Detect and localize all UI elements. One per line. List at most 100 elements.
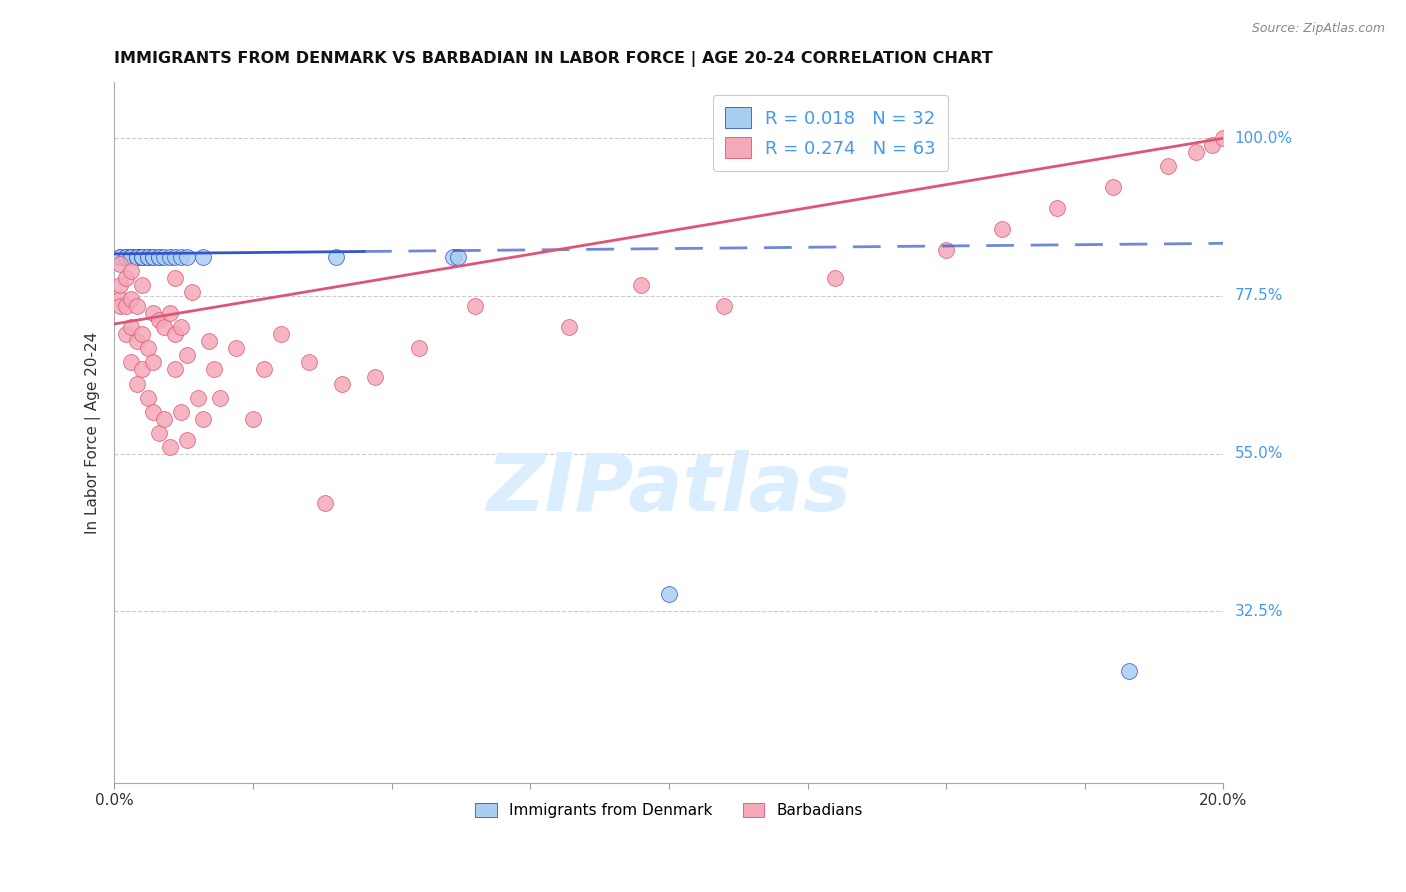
Point xyxy=(176,433,198,447)
Point xyxy=(297,355,319,369)
Y-axis label: In Labor Force | Age 20-24: In Labor Force | Age 20-24 xyxy=(86,332,101,533)
Point xyxy=(108,251,131,265)
Point xyxy=(170,404,193,418)
Point xyxy=(120,355,142,369)
Point xyxy=(1118,664,1140,678)
Point xyxy=(153,411,176,425)
Point xyxy=(713,300,735,314)
Point xyxy=(176,251,198,265)
Text: Source: ZipAtlas.com: Source: ZipAtlas.com xyxy=(1251,22,1385,36)
Point xyxy=(990,222,1012,236)
Point xyxy=(114,327,136,342)
Point xyxy=(208,391,231,405)
Point xyxy=(824,271,846,285)
Point xyxy=(108,251,131,265)
Point xyxy=(170,320,193,334)
Point xyxy=(330,376,353,391)
Point xyxy=(148,251,170,265)
Point xyxy=(148,251,170,265)
Point xyxy=(142,355,165,369)
Point xyxy=(325,251,347,265)
Point xyxy=(148,425,170,440)
Text: IMMIGRANTS FROM DENMARK VS BARBADIAN IN LABOR FORCE | AGE 20-24 CORRELATION CHAR: IMMIGRANTS FROM DENMARK VS BARBADIAN IN … xyxy=(114,51,993,67)
Point xyxy=(165,271,187,285)
Point xyxy=(125,251,148,265)
Point xyxy=(108,293,131,307)
Point xyxy=(202,362,225,376)
Point xyxy=(125,334,148,349)
Point xyxy=(165,251,187,265)
Point xyxy=(193,251,215,265)
Point xyxy=(464,300,486,314)
Point xyxy=(114,251,136,265)
Point xyxy=(136,342,159,356)
Point xyxy=(1157,159,1180,173)
Point xyxy=(125,376,148,391)
Point xyxy=(1184,145,1206,160)
Text: 55.0%: 55.0% xyxy=(1234,446,1282,461)
Point xyxy=(131,251,153,265)
Point xyxy=(193,411,215,425)
Point xyxy=(108,300,131,314)
Point xyxy=(1046,202,1069,216)
Point xyxy=(314,496,336,510)
Point xyxy=(1101,180,1123,194)
Point xyxy=(114,251,136,265)
Point xyxy=(136,391,159,405)
Point xyxy=(170,251,193,265)
Point xyxy=(120,251,142,265)
Point xyxy=(131,362,153,376)
Point xyxy=(364,369,387,384)
Point xyxy=(120,251,142,265)
Text: ZIPatlas: ZIPatlas xyxy=(486,450,852,528)
Point xyxy=(131,251,153,265)
Point xyxy=(153,251,176,265)
Point xyxy=(142,306,165,320)
Point xyxy=(165,362,187,376)
Point xyxy=(447,251,470,265)
Point xyxy=(159,306,181,320)
Point xyxy=(108,257,131,271)
Point xyxy=(441,251,464,265)
Point xyxy=(153,320,176,334)
Point xyxy=(253,362,276,376)
Point xyxy=(181,285,204,300)
Point xyxy=(159,440,181,454)
Point xyxy=(408,342,430,356)
Point xyxy=(187,391,209,405)
Point xyxy=(114,251,136,265)
Point xyxy=(142,251,165,265)
Point xyxy=(197,334,219,349)
Point xyxy=(108,278,131,293)
Point xyxy=(120,251,142,265)
Point xyxy=(120,320,142,334)
Point xyxy=(125,251,148,265)
Text: 32.5%: 32.5% xyxy=(1234,604,1284,619)
Point xyxy=(270,327,292,342)
Point xyxy=(148,313,170,327)
Point xyxy=(1201,138,1223,153)
Point xyxy=(142,251,165,265)
Text: 100.0%: 100.0% xyxy=(1234,131,1292,145)
Point xyxy=(136,251,159,265)
Point xyxy=(142,404,165,418)
Point xyxy=(120,251,142,265)
Point xyxy=(125,300,148,314)
Point xyxy=(935,244,957,258)
Point xyxy=(558,320,581,334)
Point xyxy=(114,271,136,285)
Point xyxy=(136,251,159,265)
Point xyxy=(159,251,181,265)
Point xyxy=(131,327,153,342)
Point xyxy=(242,411,264,425)
Point xyxy=(114,300,136,314)
Text: 77.5%: 77.5% xyxy=(1234,288,1282,303)
Point xyxy=(125,251,148,265)
Point xyxy=(176,349,198,363)
Point xyxy=(131,278,153,293)
Point xyxy=(225,342,247,356)
Point xyxy=(1212,131,1234,145)
Point xyxy=(658,587,681,601)
Point xyxy=(131,251,153,265)
Point xyxy=(165,327,187,342)
